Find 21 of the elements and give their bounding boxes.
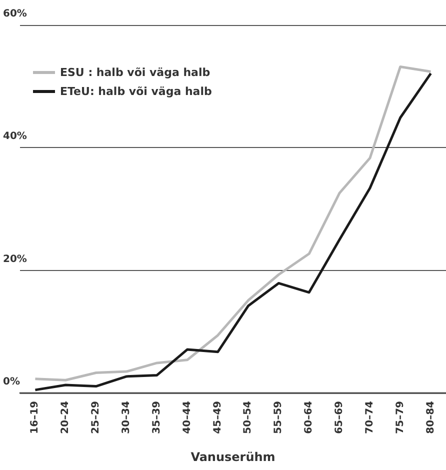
x-tick-label: 65–69: [334, 400, 345, 434]
x-tick-label: 20–24: [60, 400, 72, 434]
x-tick-label: 40–44: [182, 400, 193, 434]
y-tick-label: 60%: [3, 8, 27, 20]
x-tick-label: 50–54: [242, 400, 254, 434]
legend-label: ETeU: halb või väga halb: [60, 85, 212, 98]
y-tick-label: 0%: [3, 376, 20, 388]
y-tick-label: 20%: [3, 254, 27, 265]
y-tick-label: 40%: [3, 131, 27, 142]
x-tick-label: 70–74: [364, 400, 376, 434]
x-tick-label: 30–34: [121, 400, 132, 434]
x-tick-label: 75–79: [394, 400, 406, 434]
x-tick-label: 16–19: [30, 400, 41, 434]
x-tick-label: 60–64: [304, 400, 315, 434]
x-tick-label: 55–59: [273, 400, 284, 434]
x-tick-label: 35–39: [151, 400, 162, 434]
x-tick-label: 45–49: [212, 400, 224, 434]
legend-label: ESU : halb või väga halb: [60, 66, 210, 79]
x-tick-label: 80–84: [425, 400, 436, 434]
x-axis-title: Vanuserühm: [190, 450, 276, 464]
x-tick-label: 25–29: [90, 400, 102, 434]
